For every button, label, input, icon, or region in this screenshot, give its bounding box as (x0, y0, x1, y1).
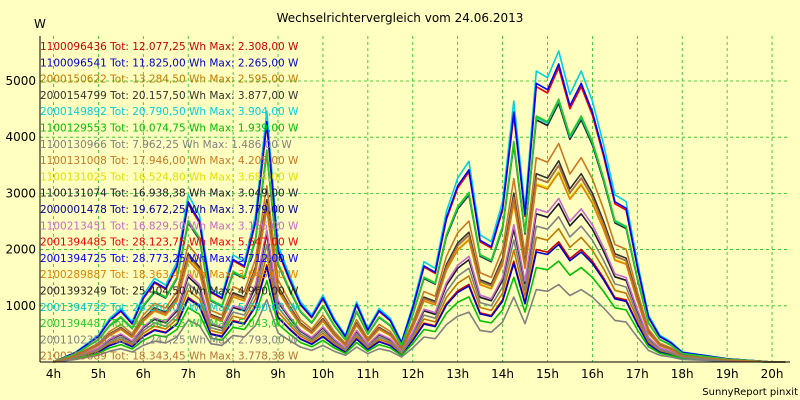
x-tick-label: 5h (91, 367, 106, 381)
x-tick-label: 16h (581, 367, 604, 381)
series-line (53, 98, 786, 363)
y-axis-label: W (34, 17, 46, 31)
x-tick-label: 12h (401, 367, 424, 381)
legend-entry: 2001102358 Tot: 14.247,25 Wh Max: 2.793,… (40, 334, 299, 346)
legend-entry: 1100213451 Tot: 16.829,50 Wh Max: 3.156,… (40, 220, 299, 232)
x-tick-label: 20h (761, 367, 784, 381)
series-line (53, 197, 786, 363)
legend-entry: 1100096541 Tot: 11.825,00 Wh Max: 2.265,… (40, 57, 299, 69)
legend-entry: 1100096436 Tot: 12.077,25 Wh Max: 2.308,… (40, 41, 299, 53)
series-line (53, 164, 786, 363)
x-tick-label: 6h (136, 367, 151, 381)
y-tick-label: 2000 (5, 243, 36, 257)
x-tick-label: 9h (270, 367, 285, 381)
legend-entry: 2100289889 Tot: 18.343,45 Wh Max: 3.778,… (40, 351, 299, 363)
x-tick-label: 19h (716, 367, 739, 381)
y-tick-label: 5000 (5, 74, 36, 88)
x-tick-label: 7h (181, 367, 196, 381)
legend-entry: 2001393249 Tot: 25.404,50 Wh Max: 4.960,… (40, 286, 299, 298)
x-tick-label: 13h (446, 367, 469, 381)
legend-entry: 2001394487 Tot: 24.565,25 Wh Max: 5.043,… (40, 318, 299, 330)
x-tick-label: 14h (491, 367, 514, 381)
legend-entry: 2001394485 Tot: 28.123,75 Wh Max: 5.647,… (40, 237, 299, 249)
y-tick-label: 4000 (5, 130, 36, 144)
y-tick-label: 3000 (5, 186, 36, 200)
legend-entry: 2100289887 Tot: 18.363,45 Wh Max: 3.645,… (40, 269, 299, 281)
legend-entry: 2000154799 Tot: 20.157,50 Wh Max: 3.877,… (40, 90, 299, 102)
legend-entry: 1100129553 Tot: 10.074,75 Wh Max: 1.939,… (40, 123, 299, 135)
axis-layer: 4h 5h 6h 7h 8h 9h 10h 11h 12h 13h 14h 15h 16h 17h 18h 1… (5, 36, 790, 381)
legend-entry: 1100131008 Tot: 17.946,00 Wh Max: 4.205,… (40, 155, 299, 167)
legend-entry: 1100131025 Tot: 16.524,80 Wh Max: 3.684,… (40, 171, 299, 183)
legend-entry: 2000149892 Tot: 20.790,50 Wh Max: 3.904,… (40, 106, 299, 118)
x-tick-label: 8h (225, 367, 240, 381)
series-layer (53, 50, 786, 363)
legend-entry: 1100130966 Tot: 7.962,25 Wh Max: 1.486,0… (40, 139, 292, 151)
x-tick-label: 4h (46, 367, 61, 381)
x-tick-label: 10h (311, 367, 334, 381)
y-tick-label: 1000 (5, 299, 36, 313)
legend: 1100096436 Tot: 12.077,25 Wh Max: 2.308,… (40, 41, 299, 363)
legend-entry: 2001394725 Tot: 28.773,25 Wh Max: 5.712,… (40, 253, 299, 265)
legend-entry: 2000150622 Tot: 13.284,50 Wh Max: 2.595,… (40, 74, 299, 86)
x-tick-label: 15h (536, 367, 559, 381)
legend-entry: 2000001478 Tot: 19.672,25 Wh Max: 3.779,… (40, 204, 299, 216)
series-line (53, 215, 786, 363)
x-tick-label: 11h (356, 367, 379, 381)
footer-credit: SunnyReport pinxit (702, 387, 798, 398)
series-line (53, 63, 786, 363)
x-tick-label: 18h (671, 367, 694, 381)
series-line (53, 283, 786, 363)
series-line (53, 142, 786, 363)
series-line (53, 243, 786, 363)
legend-entry: 2001394722 Tot: 26.260,00 Wh Max: 5.090,… (40, 302, 299, 314)
series-line (53, 260, 786, 363)
x-tick-label: 17h (626, 367, 649, 381)
chart-title: Wechselrichtervergleich vom 24.06.2013 (277, 11, 524, 25)
series-line (53, 227, 786, 363)
legend-entry: 1100131074 Tot: 16.938,38 Wh Max: 3.049,… (40, 188, 299, 200)
